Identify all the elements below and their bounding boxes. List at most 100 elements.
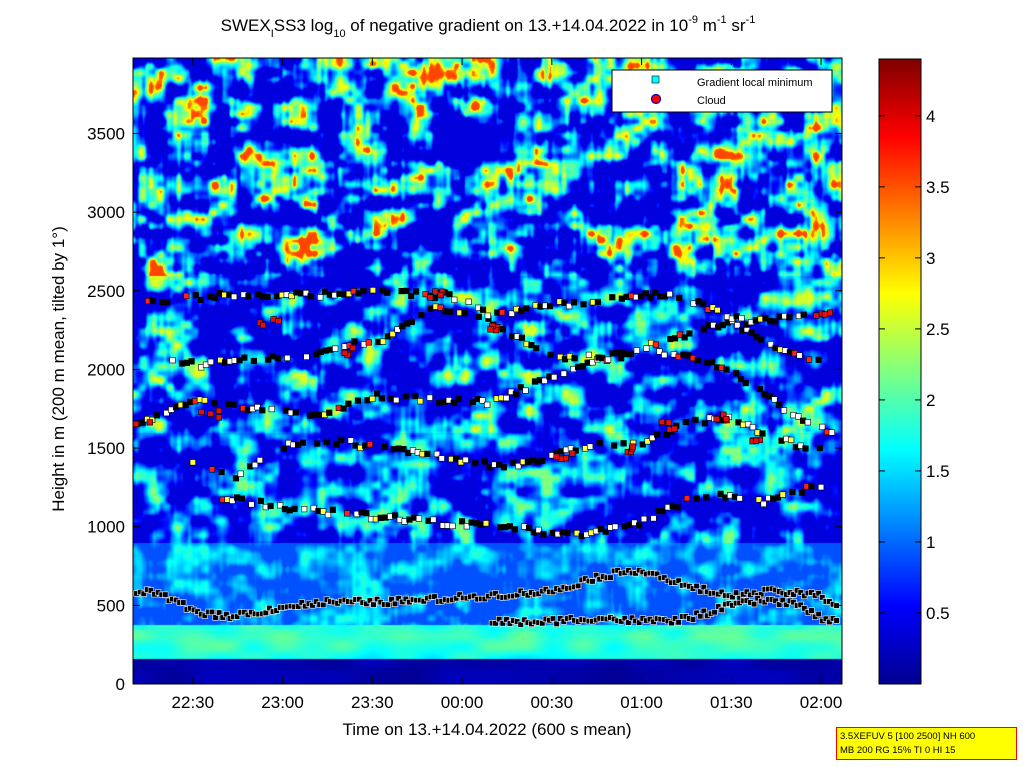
gradient-minimum-point <box>595 354 602 361</box>
gradient-minimum-point <box>643 345 650 352</box>
gradient-minimum-point <box>815 356 822 363</box>
gradient-minimum-point <box>303 353 310 360</box>
gradient-minimum-point <box>381 443 388 451</box>
gradient-minimum-point <box>686 330 693 337</box>
gradient-minimum-point <box>654 431 661 438</box>
gradient-minimum-point <box>400 446 407 453</box>
gradient-minimum-point <box>394 326 401 333</box>
gradient-minimum-point <box>715 603 722 610</box>
gradient-minimum-point <box>230 401 237 408</box>
gradient-minimum-point <box>433 450 441 458</box>
y-tick-label: 2500 <box>87 282 125 301</box>
gradient-minimum-point <box>374 390 381 397</box>
gradient-minimum-point <box>652 341 660 348</box>
gradient-minimum-point <box>596 439 603 447</box>
gradient-minimum-point <box>500 464 508 471</box>
gradient-minimum-point <box>571 355 578 362</box>
marker-layer <box>132 286 840 628</box>
gradient-minimum-point <box>450 399 457 406</box>
colorbar-tick-label: 1.5 <box>926 462 950 481</box>
gradient-minimum-point <box>549 615 557 622</box>
gradient-minimum-point <box>208 608 216 616</box>
cloud-point <box>349 344 356 352</box>
cloud-point <box>215 414 222 421</box>
gradient-minimum-point <box>347 437 354 444</box>
gradient-minimum-point <box>452 455 460 462</box>
cloud-point <box>132 420 140 428</box>
gradient-minimum-point <box>560 370 567 377</box>
cloud-point <box>713 415 720 423</box>
gradient-minimum-point <box>329 506 336 513</box>
gradient-minimum-point <box>237 470 244 477</box>
gradient-minimum-point <box>798 489 806 496</box>
gradient-minimum-point <box>452 595 460 602</box>
gradient-minimum-point <box>714 307 721 314</box>
gradient-minimum-point <box>254 404 261 411</box>
gradient-minimum-point <box>314 440 321 447</box>
y-axis: 0 500 1000 1500 2000 2500 3000 3500 <box>87 124 842 694</box>
gradient-minimum-point <box>345 400 352 407</box>
gradient-minimum-point <box>625 619 632 626</box>
cloud-point <box>427 294 434 301</box>
gradient-minimum-point <box>503 394 510 402</box>
gradient-minimum-point <box>402 393 409 400</box>
gradient-minimum-point <box>789 488 796 496</box>
gradient-minimum-point <box>541 377 548 384</box>
gradient-minimum-point <box>675 619 682 626</box>
y-tick-label: 2000 <box>87 360 125 379</box>
gradient-minimum-point <box>683 495 691 502</box>
gradient-minimum-point <box>661 351 668 359</box>
cloud-point <box>658 418 665 426</box>
gradient-minimum-point <box>438 455 445 462</box>
gradient-minimum-point <box>208 466 216 473</box>
gradient-minimum-point <box>412 392 419 400</box>
gradient-minimum-point <box>492 620 499 627</box>
gradient-minimum-point <box>796 352 803 359</box>
gradient-minimum-point <box>758 336 765 343</box>
cloud-point <box>671 425 678 432</box>
gradient-minimum-point <box>650 515 657 522</box>
plot-frame <box>132 57 843 685</box>
x-tick-label: 23:30 <box>351 693 394 712</box>
gradient-minimum-point <box>262 609 269 616</box>
gradient-minimum-point <box>539 620 546 627</box>
gradient-minimum-point <box>522 305 530 312</box>
gradient-minimum-point <box>808 607 815 614</box>
gradient-minimum-point <box>709 358 716 366</box>
gradient-minimum-point <box>162 591 169 598</box>
gradient-minimum-point <box>621 615 628 622</box>
cloud-point <box>341 349 348 357</box>
gradient-minimum-point <box>693 582 700 590</box>
legend-cloud-marker <box>650 93 662 105</box>
gradient-minimum-point <box>391 600 399 607</box>
gradient-minimum-point <box>274 355 281 362</box>
gradient-minimum-point <box>587 443 594 450</box>
gradient-minimum-point <box>779 596 786 604</box>
gradient-minimum-point <box>758 591 765 598</box>
gradient-minimum-point <box>229 497 236 504</box>
gradient-minimum-point <box>692 416 699 424</box>
gradient-minimum-point <box>256 457 263 464</box>
gradient-minimum-point <box>320 601 327 609</box>
gradient-minimum-point <box>723 366 730 373</box>
info-line-1: 3.5XEFUV 5 [100 2500] NH 600 <box>840 731 976 742</box>
gradient-minimum-point <box>539 457 546 464</box>
gradient-minimum-point <box>700 300 707 307</box>
gradient-minimum-point <box>701 420 709 427</box>
gradient-minimum-point <box>510 459 517 466</box>
gradient-minimum-point <box>525 524 533 531</box>
gradient-minimum-point <box>251 461 259 469</box>
gradient-minimum-point <box>393 396 400 404</box>
gradient-minimum-point <box>180 599 187 606</box>
gradient-minimum-point <box>549 588 557 596</box>
y-tick-label: 1500 <box>87 439 125 458</box>
gradient-minimum-point <box>766 393 773 400</box>
gradient-minimum-point <box>689 616 697 623</box>
gradient-minimum-point <box>288 292 295 300</box>
gradient-minimum-point <box>241 354 248 361</box>
gradient-minimum-point <box>644 438 651 445</box>
gradient-minimum-point <box>736 495 743 502</box>
gradient-minimum-point <box>451 296 458 303</box>
gradient-minimum-point <box>624 350 631 357</box>
gradient-minimum-point <box>408 318 415 325</box>
